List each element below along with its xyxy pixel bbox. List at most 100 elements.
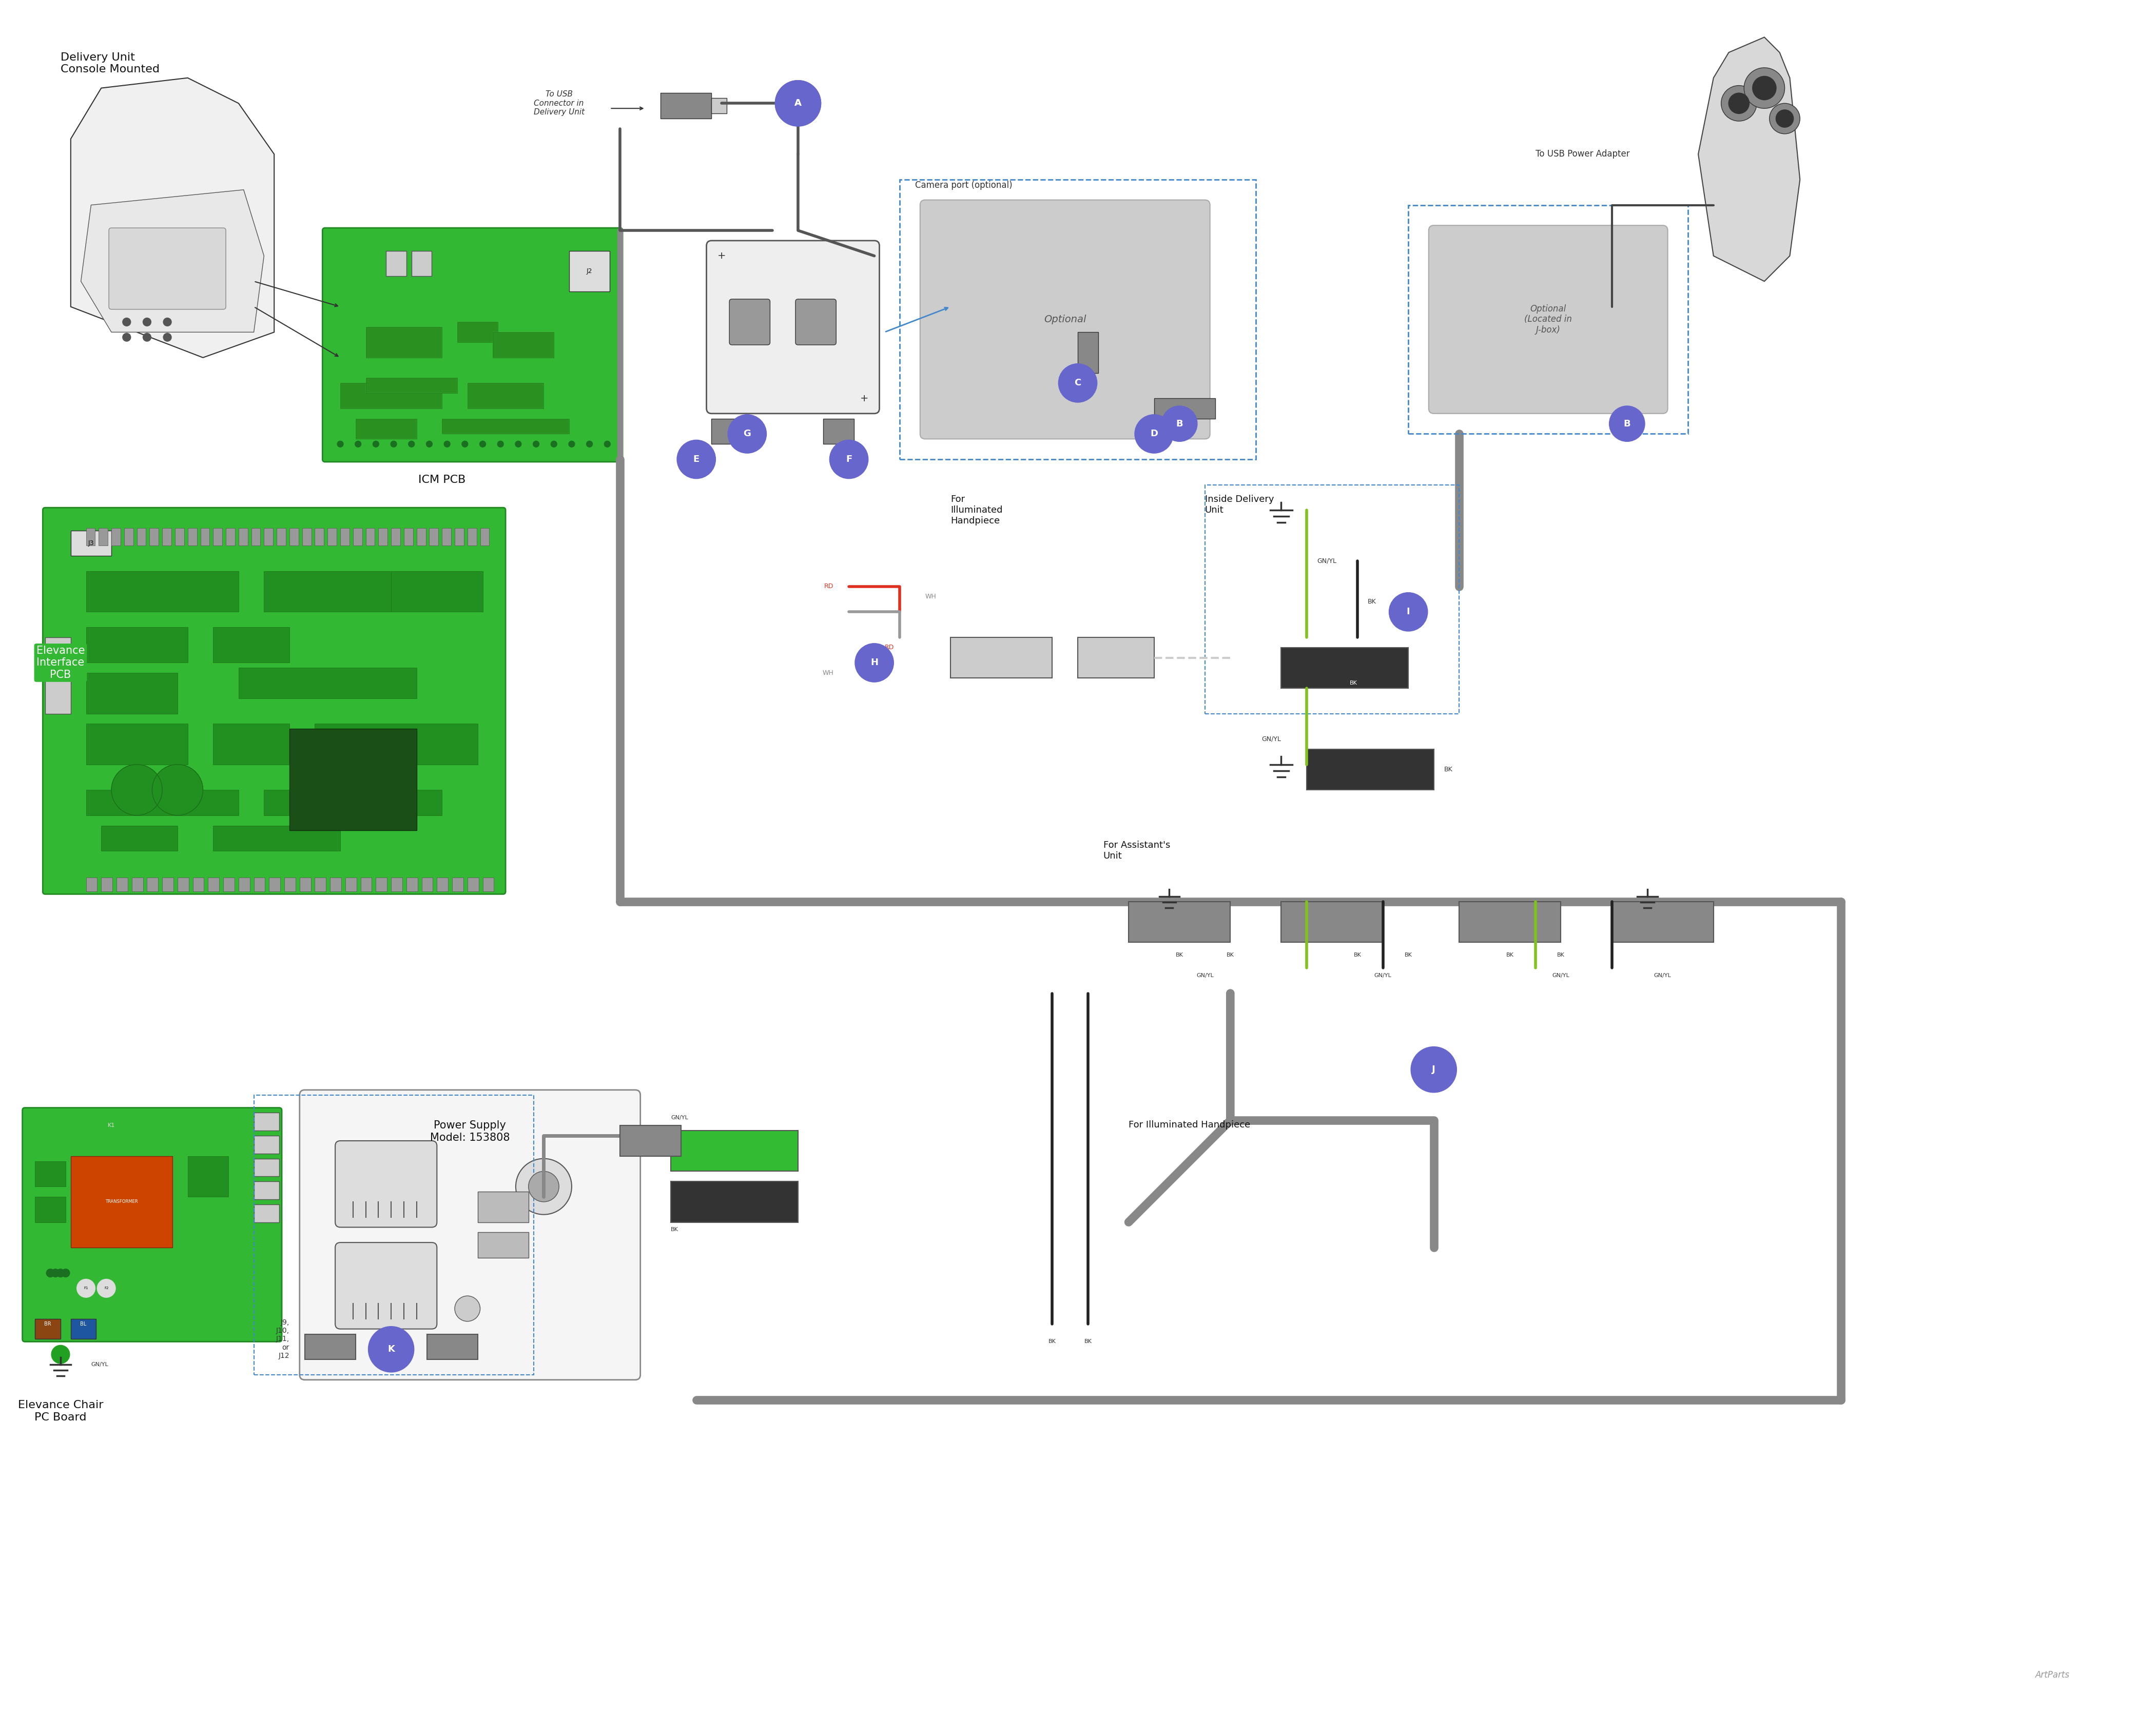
Bar — [1460, 901, 1561, 942]
Text: To USB
Connector in
Delivery Unit: To USB Connector in Delivery Unit — [533, 91, 584, 116]
Bar — [226, 528, 235, 546]
Circle shape — [164, 319, 172, 325]
Bar — [175, 528, 183, 546]
Text: D: D — [1149, 430, 1158, 439]
Text: Delivery Unit
Console Mounted: Delivery Unit Console Mounted — [60, 53, 160, 75]
Bar — [494, 332, 554, 358]
Bar — [315, 877, 326, 891]
Circle shape — [45, 1269, 54, 1278]
Circle shape — [123, 319, 132, 325]
Bar — [468, 877, 479, 891]
Circle shape — [528, 1172, 558, 1203]
Bar — [254, 1204, 280, 1221]
Text: J3: J3 — [88, 540, 95, 546]
Bar — [136, 528, 147, 546]
Text: GN/YL: GN/YL — [1261, 735, 1281, 742]
Bar — [367, 327, 442, 358]
Text: Camera port (optional): Camera port (optional) — [914, 180, 1013, 190]
Bar — [479, 1232, 528, 1257]
Text: J2: J2 — [586, 267, 593, 274]
Bar — [270, 877, 280, 891]
Bar — [213, 528, 222, 546]
Text: ICM PCB: ICM PCB — [418, 475, 466, 485]
Text: F1: F1 — [84, 1286, 88, 1290]
Circle shape — [427, 440, 433, 447]
Bar — [671, 1182, 798, 1221]
Bar — [101, 877, 112, 891]
Text: +: + — [718, 252, 727, 260]
Bar — [71, 1156, 172, 1247]
Circle shape — [97, 1280, 116, 1297]
Bar — [1128, 901, 1231, 942]
Bar — [367, 379, 457, 394]
Bar — [86, 790, 239, 815]
Bar — [442, 418, 569, 433]
Text: RD: RD — [824, 582, 834, 589]
Text: BK: BK — [1175, 952, 1184, 958]
Text: GN/YL: GN/YL — [1197, 973, 1214, 978]
Circle shape — [112, 764, 162, 815]
Polygon shape — [71, 77, 274, 358]
Circle shape — [1059, 363, 1097, 403]
Bar — [621, 1125, 681, 1156]
Bar — [367, 327, 442, 358]
Bar — [386, 250, 405, 276]
Circle shape — [373, 440, 379, 447]
Bar — [213, 826, 341, 851]
Bar — [112, 528, 121, 546]
Circle shape — [1744, 69, 1785, 108]
Bar — [207, 877, 220, 891]
Circle shape — [515, 440, 522, 447]
Text: BL: BL — [80, 1321, 86, 1326]
Bar — [341, 528, 349, 546]
Text: BK: BK — [671, 1227, 679, 1232]
Bar — [951, 637, 1052, 678]
Bar — [254, 1158, 280, 1177]
Bar — [367, 379, 457, 394]
Bar — [304, 1334, 356, 1360]
Bar — [429, 528, 438, 546]
Text: GN/YL: GN/YL — [1654, 973, 1671, 978]
Bar — [263, 570, 390, 612]
Bar — [99, 528, 108, 546]
Bar — [254, 1182, 280, 1199]
Circle shape — [604, 440, 610, 447]
Circle shape — [1770, 103, 1800, 134]
Bar — [289, 728, 416, 831]
Bar — [479, 1192, 528, 1221]
Bar — [367, 528, 375, 546]
Circle shape — [461, 440, 468, 447]
Bar — [1307, 749, 1434, 790]
Bar — [302, 528, 310, 546]
Bar — [481, 528, 489, 546]
FancyBboxPatch shape — [1429, 226, 1669, 413]
Circle shape — [1720, 86, 1757, 122]
Bar — [177, 877, 190, 891]
Bar — [162, 877, 172, 891]
Text: TRANSFORMER: TRANSFORMER — [106, 1199, 138, 1204]
Bar — [252, 528, 261, 546]
Text: F2: F2 — [103, 1286, 108, 1290]
Circle shape — [390, 440, 397, 447]
Bar — [201, 528, 209, 546]
Bar — [263, 790, 442, 815]
Bar — [125, 528, 134, 546]
Bar — [711, 98, 727, 113]
Bar — [1281, 901, 1382, 942]
Bar — [360, 877, 371, 891]
Circle shape — [78, 1280, 95, 1297]
Polygon shape — [82, 190, 263, 332]
FancyBboxPatch shape — [707, 240, 880, 413]
Bar — [188, 1156, 229, 1197]
Bar — [442, 418, 569, 433]
Text: For Assistant's
Unit: For Assistant's Unit — [1104, 841, 1171, 860]
Bar — [1153, 399, 1216, 418]
Bar — [412, 250, 431, 276]
Circle shape — [550, 440, 556, 447]
Bar — [356, 418, 416, 439]
Bar — [149, 528, 160, 546]
Bar — [403, 528, 414, 546]
Circle shape — [356, 440, 362, 447]
Bar — [132, 877, 142, 891]
Text: GN/YL: GN/YL — [1552, 973, 1570, 978]
